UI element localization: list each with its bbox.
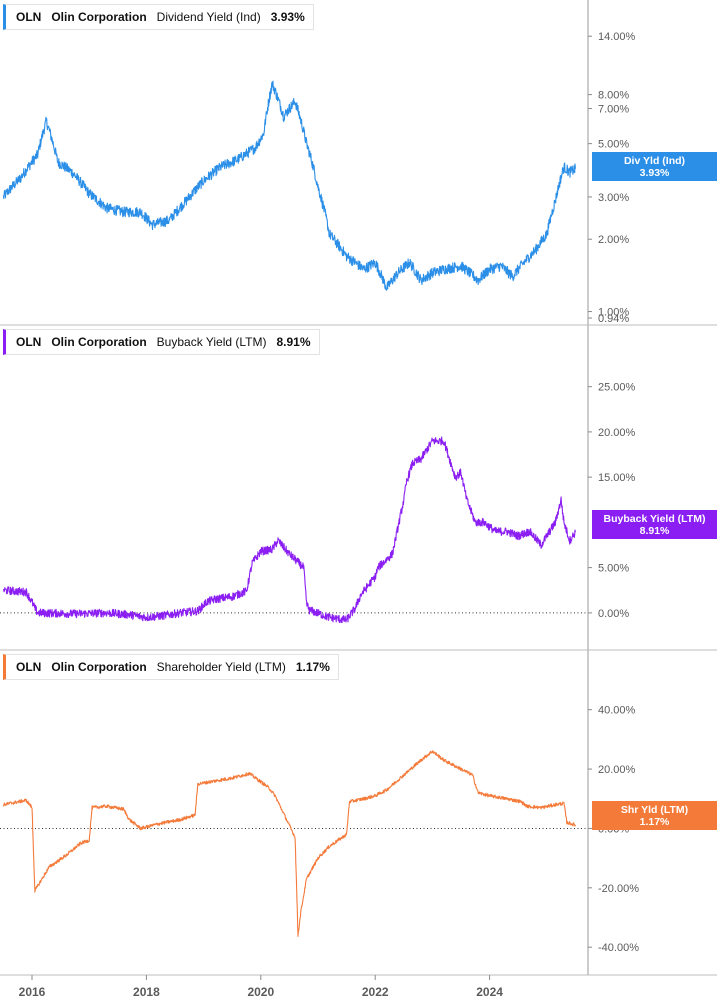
- x-tick-label: 2022: [362, 985, 389, 999]
- dividend-value-badge: Div Yld (Ind) 3.93%: [592, 152, 717, 181]
- x-axis: 2016 2018 2020 2022 2024: [19, 975, 503, 999]
- badge-value: 1.17%: [639, 816, 670, 828]
- y-tick-label: 14.00%: [598, 31, 636, 43]
- legend-company: Olin Corporation: [51, 10, 147, 24]
- legend-company: Olin Corporation: [51, 660, 147, 674]
- y-tick-label: -20.00%: [598, 883, 639, 895]
- buyback-value-badge: Buyback Yield (LTM) 8.91%: [592, 510, 717, 539]
- x-tick-label: 2024: [476, 985, 503, 999]
- y-tick-label: 0.00%: [598, 608, 629, 620]
- y-tick-label: 7.00%: [598, 104, 629, 116]
- x-tick-label: 2016: [19, 985, 46, 999]
- badge-label: Buyback Yield (LTM): [603, 513, 706, 525]
- buyback-legend[interactable]: OLN Olin Corporation Buyback Yield (LTM)…: [3, 329, 320, 355]
- y-tick-label: 15.00%: [598, 472, 636, 484]
- dividend-legend[interactable]: OLN Olin Corporation Dividend Yield (Ind…: [3, 4, 314, 30]
- y-tick-label: 0.94%: [598, 313, 629, 325]
- y-tick-label: 5.00%: [598, 139, 629, 151]
- legend-ticker: OLN: [16, 335, 42, 349]
- legend-company: Olin Corporation: [51, 335, 147, 349]
- badge-label: Shr Yld (LTM): [620, 804, 689, 816]
- y-tick-label: 8.00%: [598, 90, 629, 102]
- legend-ticker: OLN: [16, 10, 42, 24]
- legend-ticker: OLN: [16, 660, 42, 674]
- legend-value: 1.17%: [295, 660, 330, 674]
- series-line: [2, 750, 576, 937]
- badge-value: 3.93%: [639, 167, 670, 179]
- series-line: [2, 80, 576, 291]
- y-tick-label: 1.00%: [598, 307, 629, 319]
- dividend-yield-panel: 14.00% 8.00% 7.00% 5.00% 3.00% 2.00% 1.00%0.94…: [2, 31, 636, 325]
- buyback-yield-panel: 25.00% 20.00% 15.00% 5.00% 0.00%: [0, 382, 636, 624]
- legend-metric: Dividend Yield (Ind): [156, 10, 261, 24]
- badge-label: Div Yld (Ind): [623, 155, 686, 167]
- y-tick-label: 40.00%: [598, 705, 636, 717]
- y-tick-label: 2.00%: [598, 234, 629, 246]
- legend-metric: Buyback Yield (LTM): [156, 335, 267, 349]
- y-tick-label: 20.00%: [598, 427, 636, 439]
- badge-value: 8.91%: [639, 525, 670, 537]
- x-tick-label: 2020: [247, 985, 274, 999]
- shareholder-legend[interactable]: OLN Olin Corporation Shareholder Yield (…: [3, 654, 339, 680]
- y-tick-label: 3.00%: [598, 192, 629, 204]
- y-tick-label: 20.00%: [598, 764, 636, 776]
- legend-metric: Shareholder Yield (LTM): [156, 660, 286, 674]
- y-tick-label: 25.00%: [598, 382, 636, 394]
- shareholder-yield-panel: 40.00%20.00%0.00%-20.00%-40.00%: [0, 705, 639, 954]
- legend-value: 8.91%: [276, 335, 311, 349]
- x-tick-label: 2018: [133, 985, 160, 999]
- y-tick-label: -40.00%: [598, 942, 639, 954]
- series-line: [2, 436, 576, 624]
- y-tick-label: 5.00%: [598, 563, 629, 575]
- shareholder-value-badge: Shr Yld (LTM) 1.17%: [592, 801, 717, 830]
- legend-value: 3.93%: [270, 10, 305, 24]
